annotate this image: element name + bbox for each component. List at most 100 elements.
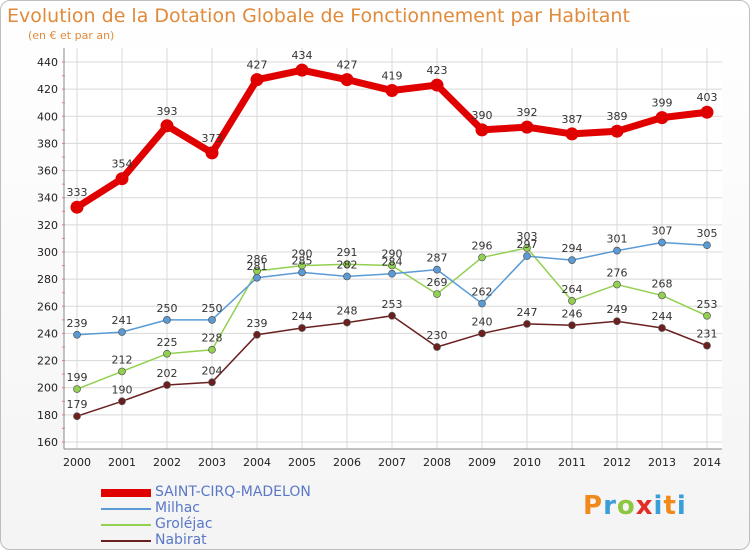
x-tick-label: 2014 bbox=[693, 456, 721, 469]
data-point bbox=[73, 385, 81, 393]
data-label: 419 bbox=[382, 70, 403, 83]
legend-label: Groléjac bbox=[155, 516, 213, 532]
data-label: 212 bbox=[112, 353, 133, 366]
data-point bbox=[250, 73, 264, 87]
data-point bbox=[610, 124, 624, 138]
y-tick-label: 220 bbox=[37, 355, 58, 368]
data-point bbox=[520, 120, 534, 134]
data-point bbox=[388, 311, 396, 320]
data-point bbox=[430, 78, 444, 92]
legend-swatch bbox=[101, 540, 151, 542]
data-label: 296 bbox=[472, 239, 493, 252]
series-nabirat bbox=[73, 311, 711, 421]
y-tick-label: 260 bbox=[37, 300, 58, 313]
data-point bbox=[343, 260, 351, 269]
data-label: 239 bbox=[67, 317, 88, 330]
data-label: 250 bbox=[157, 302, 178, 315]
axes: 160 180 200 220 240 260 280 300 320 340 360 380 400 4… bbox=[37, 48, 722, 469]
data-label: 225 bbox=[157, 336, 178, 349]
data-label: 373 bbox=[202, 132, 223, 145]
data-point bbox=[523, 244, 531, 252]
data-label: 333 bbox=[67, 186, 88, 199]
data-label: 246 bbox=[562, 307, 583, 320]
data-point bbox=[70, 200, 84, 214]
data-label: 253 bbox=[382, 298, 403, 311]
x-tick-label: 2002 bbox=[153, 456, 181, 469]
x-tick-label: 2008 bbox=[423, 456, 451, 469]
data-label: 434 bbox=[292, 49, 313, 62]
data-label: 268 bbox=[652, 277, 673, 290]
data-point bbox=[433, 343, 441, 351]
data-label: 307 bbox=[652, 225, 673, 238]
data-point bbox=[478, 299, 486, 308]
data-point bbox=[340, 73, 354, 87]
data-point bbox=[478, 329, 486, 338]
series-grol-jac bbox=[73, 244, 711, 393]
data-label: 204 bbox=[202, 364, 223, 377]
y-tick-label: 160 bbox=[37, 436, 58, 449]
y-tick-label: 360 bbox=[37, 165, 58, 178]
data-label: 247 bbox=[517, 306, 538, 319]
legend-swatch bbox=[101, 489, 151, 497]
proxiti-logo: Proxiti bbox=[583, 491, 687, 521]
x-tick-label: 2005 bbox=[288, 456, 316, 469]
data-label: 291 bbox=[337, 246, 358, 259]
data-label: 390 bbox=[472, 109, 493, 122]
x-tick-label: 2012 bbox=[603, 456, 631, 469]
data-label: 290 bbox=[382, 248, 403, 261]
data-point bbox=[205, 146, 219, 160]
data-label: 423 bbox=[427, 64, 448, 77]
data-point bbox=[208, 378, 216, 387]
data-point bbox=[658, 291, 666, 300]
legend-label: Nabirat bbox=[155, 532, 207, 548]
legend-swatch bbox=[101, 508, 151, 510]
data-point bbox=[253, 330, 261, 339]
data-label: 294 bbox=[562, 242, 583, 255]
data-point bbox=[208, 345, 216, 354]
data-label: 248 bbox=[337, 305, 358, 318]
data-point bbox=[208, 316, 216, 324]
data-label: 230 bbox=[427, 329, 448, 342]
data-point bbox=[565, 127, 579, 141]
y-tick-label: 280 bbox=[37, 273, 58, 286]
data-label: 281 bbox=[247, 260, 268, 273]
data-label: 264 bbox=[562, 283, 583, 296]
x-tick-label: 2006 bbox=[333, 456, 361, 469]
y-tick-label: 420 bbox=[37, 83, 58, 96]
data-label: 190 bbox=[112, 383, 133, 396]
plot-area bbox=[64, 48, 722, 449]
data-point bbox=[385, 84, 399, 97]
data-point bbox=[115, 172, 129, 186]
data-label: 244 bbox=[292, 310, 313, 323]
x-tick-label: 2010 bbox=[513, 456, 541, 469]
data-point bbox=[118, 367, 126, 376]
data-point bbox=[118, 397, 126, 406]
data-label: 249 bbox=[607, 303, 628, 316]
data-point bbox=[613, 280, 621, 289]
legend-label: SAINT-CIRQ-MADELON bbox=[155, 484, 311, 500]
data-point bbox=[253, 273, 261, 282]
data-point bbox=[298, 268, 306, 277]
data-label: 199 bbox=[67, 371, 88, 384]
y-tick-label: 320 bbox=[37, 219, 58, 232]
data-label: 403 bbox=[697, 91, 718, 104]
data-point bbox=[568, 256, 576, 264]
data-label: 290 bbox=[292, 248, 313, 261]
data-label: 301 bbox=[607, 233, 628, 246]
data-point bbox=[703, 311, 711, 320]
data-point bbox=[433, 265, 441, 274]
data-label: 427 bbox=[247, 59, 268, 72]
data-point bbox=[703, 341, 711, 350]
data-point bbox=[475, 123, 489, 137]
data-point bbox=[388, 261, 396, 270]
data-point bbox=[118, 328, 126, 336]
data-label: 231 bbox=[697, 328, 718, 341]
data-label: 244 bbox=[652, 310, 673, 323]
data-label: 239 bbox=[247, 317, 268, 330]
y-tick-label: 380 bbox=[37, 137, 58, 150]
data-label: 303 bbox=[517, 230, 538, 243]
data-label: 399 bbox=[652, 97, 673, 110]
data-label: 240 bbox=[472, 315, 493, 328]
